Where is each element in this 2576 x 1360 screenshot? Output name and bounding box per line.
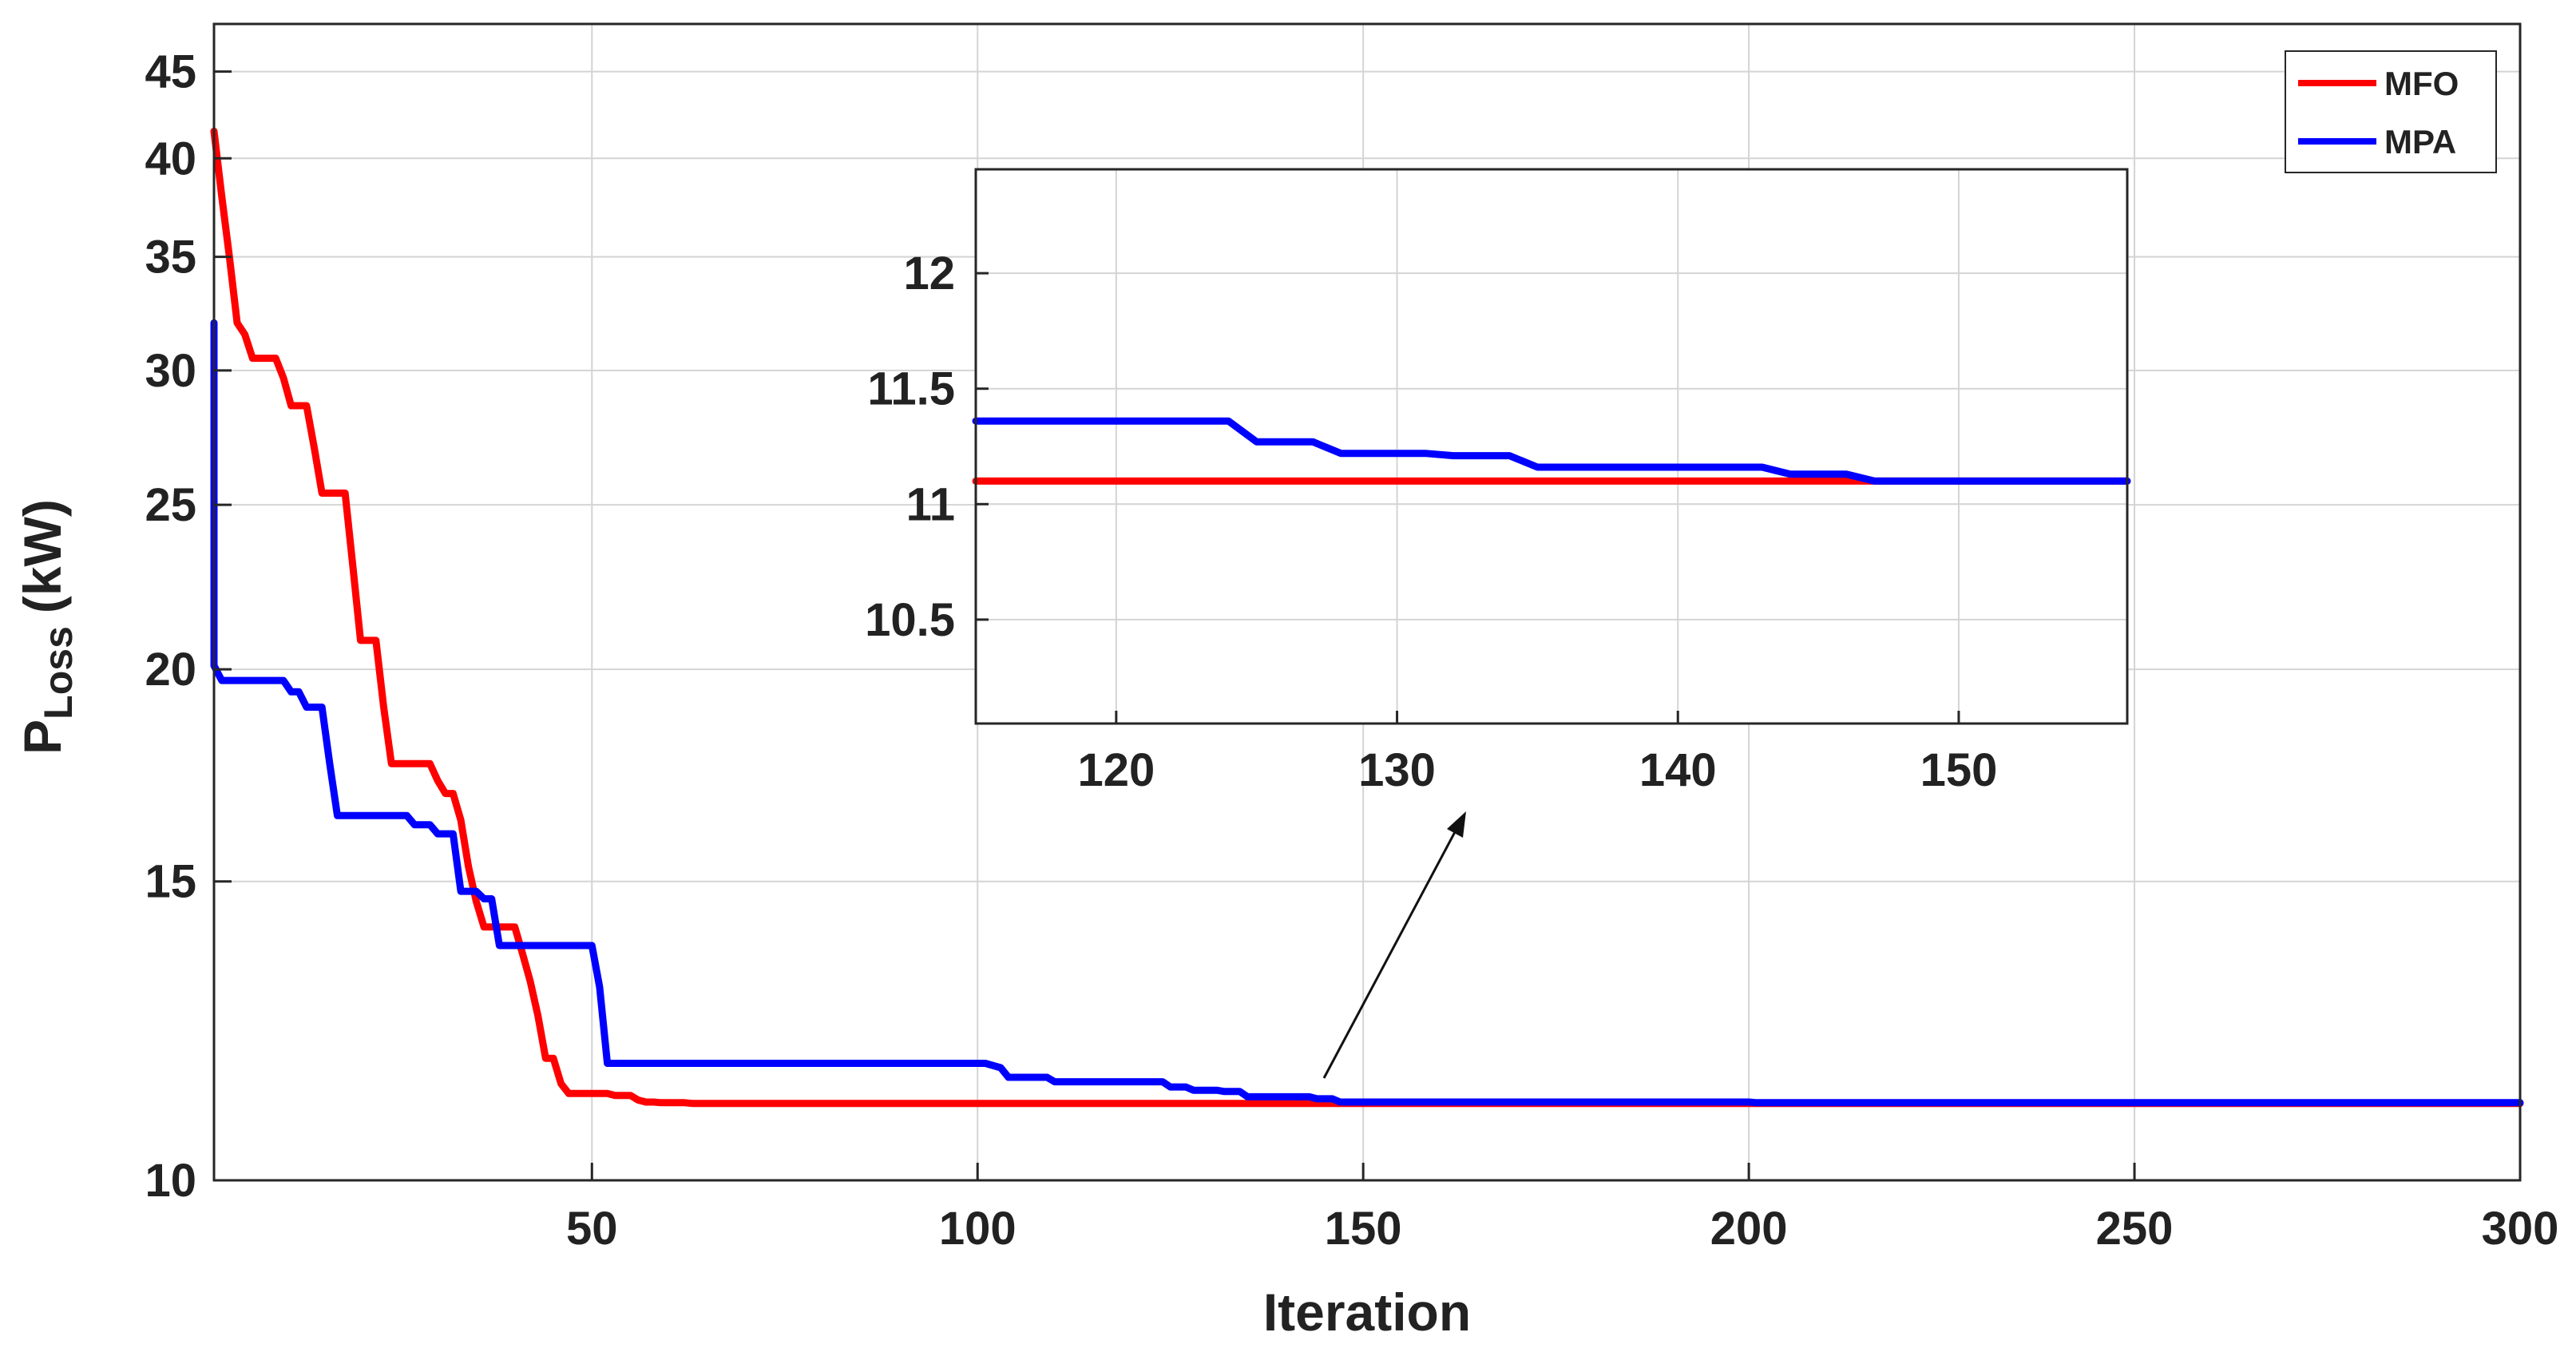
zoom-arrow xyxy=(1322,811,1466,1079)
inset-y-tick-label: 11.5 xyxy=(867,363,955,415)
main-series xyxy=(210,127,2524,1108)
main-y-tick-label: 15 xyxy=(145,856,196,908)
main-y-tick-label: 35 xyxy=(145,232,196,283)
inset-plot-frame xyxy=(974,168,2129,725)
main-y-tick-label: 40 xyxy=(145,133,196,184)
inset-y-tick-label: 12 xyxy=(903,248,955,299)
y-axis-title: PLoss (kW) xyxy=(13,499,81,755)
main-x-tick-label: 100 xyxy=(939,1203,1017,1255)
main-x-tick-label: 300 xyxy=(2482,1203,2559,1255)
legend-label-mfo: MFO xyxy=(2384,65,2459,102)
inset-x-tick-label: 120 xyxy=(1077,744,1155,796)
inset-x-tick-label: 130 xyxy=(1358,744,1436,796)
main-x-tick-label: 150 xyxy=(1325,1203,1402,1255)
main-y-tick-label: 20 xyxy=(145,644,196,696)
inset-y-tick-label: 10.5 xyxy=(865,594,955,646)
x-axis-title: Iteration xyxy=(1263,1283,1471,1342)
main-y-tick-label: 30 xyxy=(145,345,196,397)
main-y-tick-label: 25 xyxy=(145,479,196,531)
main-series-mfo xyxy=(210,127,2524,1108)
inset-ticks xyxy=(976,272,1960,724)
main-tick-labels: 50 100 150 200 250 300 10 15 20 25 30 35 40 45 xyxy=(145,46,2558,1255)
zoom-arrow-shaft xyxy=(1322,830,1457,1079)
y-axis-title-unit: (kW) xyxy=(13,499,72,613)
inset-background xyxy=(976,169,2127,724)
main-series-mpa xyxy=(210,319,2524,1107)
inset-x-tick-label: 140 xyxy=(1639,744,1717,796)
main-x-tick-label: 200 xyxy=(1710,1203,1788,1255)
inset-grid xyxy=(976,169,2127,724)
inset-series-mpa xyxy=(972,417,2131,485)
legend: MFO MPA xyxy=(2285,50,2497,173)
inset-series xyxy=(972,417,2131,485)
main-x-tick-label: 250 xyxy=(2096,1203,2174,1255)
legend-box xyxy=(2285,50,2497,173)
y-axis-title-subscript: Loss xyxy=(36,626,81,720)
y-axis-title-main: P xyxy=(13,720,72,755)
inset-tick-labels: 120 130 140 150 10.5 11 11.5 12 xyxy=(865,248,1997,796)
main-ticks xyxy=(214,70,2522,1182)
zoom-arrow-head xyxy=(1447,811,1466,838)
inset-y-tick-label: 11 xyxy=(906,478,955,530)
inset-x-tick-label: 150 xyxy=(1920,744,1998,796)
main-x-tick-label: 50 xyxy=(566,1203,618,1255)
main-y-tick-label: 45 xyxy=(145,46,196,98)
main-y-tick-label: 10 xyxy=(145,1155,196,1207)
main-plot-frame xyxy=(212,22,2522,1182)
legend-label-mpa: MPA xyxy=(2384,123,2456,161)
